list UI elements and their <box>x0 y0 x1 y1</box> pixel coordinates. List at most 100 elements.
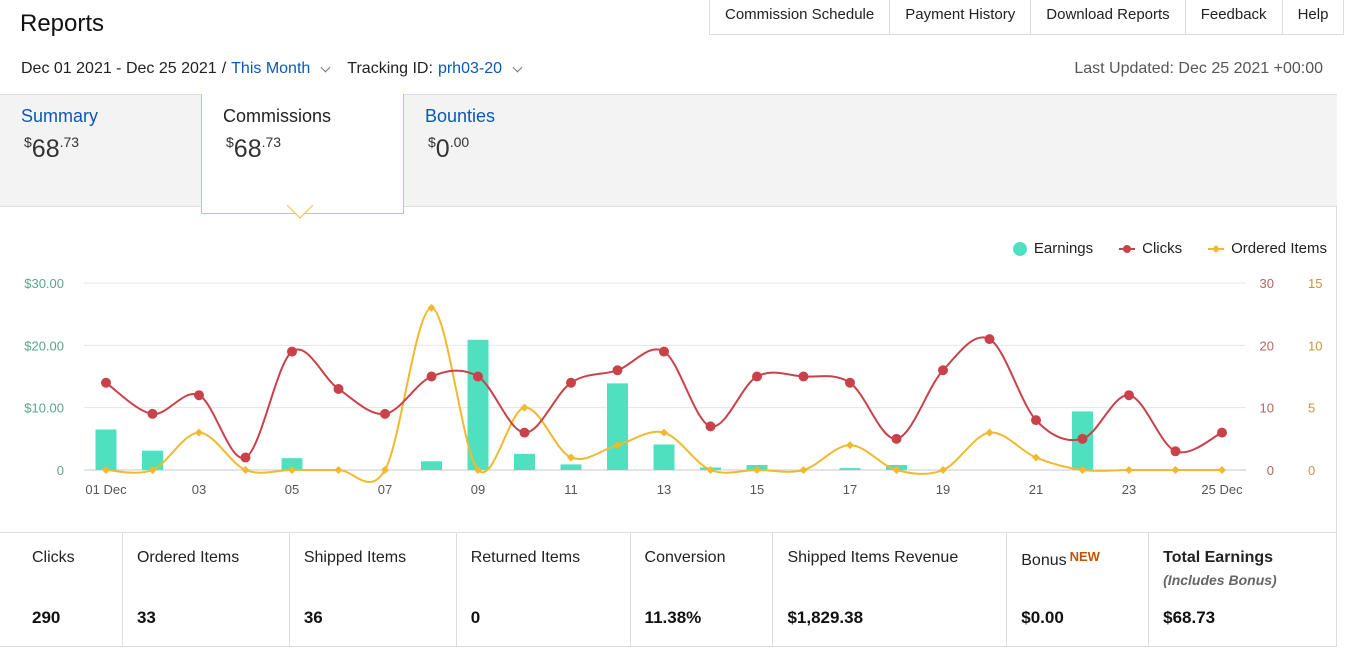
tracking-label: Tracking ID: <box>347 60 433 77</box>
ordered-items-point <box>706 466 715 474</box>
bonus-label: Bonus <box>1021 552 1067 569</box>
line-dot-icon <box>1119 244 1136 253</box>
active-tab-pointer <box>287 205 313 219</box>
clicks-point <box>194 390 204 401</box>
clicks-point <box>1031 415 1041 426</box>
clicks-point <box>519 427 530 438</box>
period-dropdown[interactable]: This Month <box>231 60 311 77</box>
clicks-point <box>891 433 902 444</box>
x-tick-label: 19 <box>936 482 950 497</box>
ordered-items-point <box>148 466 157 474</box>
stat-bonus: Bonus NEW $0.00 <box>1006 533 1148 646</box>
stat-shipped-items: Shipped Items 36 <box>288 533 456 646</box>
clicks-point <box>798 371 809 382</box>
x-tick-label: 01 Dec <box>85 482 127 497</box>
x-tick-label: 23 <box>1122 482 1136 497</box>
earnings-chart: $30.00 30 15 $20.00 20 10 $10.00 10 5 0 0 0 01 Dec 03… <box>24 276 1322 497</box>
legend-earnings[interactable]: Earnings <box>1012 240 1093 257</box>
legend-clicks[interactable]: Clicks <box>1119 240 1182 257</box>
clicks-point <box>1077 433 1088 444</box>
tab-label: Bounties <box>425 106 496 126</box>
chart-panel <box>0 207 1337 533</box>
clicks-point <box>612 365 623 376</box>
line-diamond-icon <box>1208 244 1225 253</box>
clicks-point <box>659 346 669 357</box>
earnings-bar <box>839 468 861 470</box>
commissions-amount: $68.73 <box>226 134 282 163</box>
chevron-down-icon[interactable] <box>512 62 523 72</box>
top-nav: Commission Schedule Payment History Down… <box>709 0 1345 35</box>
x-tick-label: 11 <box>564 482 578 497</box>
nav-download-reports[interactable]: Download Reports <box>1031 0 1186 34</box>
ordered-items-point <box>241 466 250 474</box>
stats-bar: Clicks 290 Ordered Items 33 Shipped Item… <box>0 532 1337 647</box>
nav-payment-history[interactable]: Payment History <box>890 0 1032 34</box>
stat-returned-items: Returned Items 0 <box>455 533 630 646</box>
ordered-items-point <box>567 453 575 462</box>
earnings-bar <box>560 464 582 470</box>
x-tick-label: 05 <box>285 482 299 497</box>
clicks-point <box>938 365 948 376</box>
chart-legend: Earnings Clicks Ordered Items <box>987 240 1327 257</box>
ordered-items-point <box>753 466 761 474</box>
y-right-items-tick-label: 0 <box>1308 463 1315 478</box>
earnings-bar <box>95 429 117 470</box>
clicks-point <box>147 408 158 419</box>
y-left-tick-label: $10.00 <box>24 401 64 416</box>
tab-commissions[interactable]: Commissions $68.73 <box>201 94 404 214</box>
x-tick-label: 25 Dec <box>1201 482 1243 497</box>
ordered-items-point <box>427 303 436 312</box>
new-badge: NEW <box>1069 549 1100 564</box>
x-tick-label: 13 <box>657 482 671 497</box>
ordered-items-point <box>102 466 110 474</box>
ordered-items-point <box>1125 466 1133 474</box>
x-tick-label: 07 <box>378 482 392 497</box>
clicks-point <box>1124 390 1134 401</box>
clicks-point <box>101 377 111 388</box>
y-right-clicks-tick-label: 20 <box>1260 338 1274 353</box>
last-updated: Last Updated: Dec 25 2021 +00:00 <box>1074 60 1323 77</box>
nav-help[interactable]: Help <box>1297 6 1329 23</box>
ordered-items-point <box>660 428 668 437</box>
ordered-items-point <box>939 466 947 474</box>
ordered-items-point <box>381 466 389 474</box>
chevron-down-icon[interactable] <box>320 62 331 72</box>
x-tick-label: 17 <box>843 482 857 497</box>
page-title: Reports <box>20 10 105 37</box>
tab-summary[interactable]: Summary $68.73 <box>0 94 201 207</box>
clicks-point <box>1170 446 1181 457</box>
tracking-id-dropdown[interactable]: prh03-20 <box>437 60 502 77</box>
clicks-point <box>333 383 344 394</box>
clicks-point <box>566 377 576 388</box>
ordered-items-point <box>334 466 343 474</box>
clicks-point <box>426 371 437 382</box>
ordered-items-point <box>985 428 994 437</box>
x-tick-label: 21 <box>1029 482 1043 497</box>
x-tick-label: 03 <box>192 482 206 497</box>
ordered-items-point <box>846 441 854 450</box>
ordered-items-point <box>1032 453 1040 462</box>
ordered-items-point <box>892 466 901 474</box>
nav-commission-schedule[interactable]: Commission Schedule <box>710 0 891 34</box>
y-right-items-tick-label: 5 <box>1308 401 1315 416</box>
legend-ordered-items[interactable]: Ordered Items <box>1208 240 1327 257</box>
earnings-bar <box>142 450 163 470</box>
earnings-bar <box>421 461 442 470</box>
ordered-items-point <box>1171 466 1180 474</box>
x-tick-label: 15 <box>750 482 764 497</box>
earnings-bar <box>607 383 628 470</box>
earnings-bar <box>467 339 489 470</box>
clicks-point <box>752 371 762 382</box>
y-right-clicks-tick-label: 30 <box>1260 276 1274 291</box>
earnings-bar <box>281 458 303 470</box>
stat-shipped-items-revenue: Shipped Items Revenue $1,829.38 <box>772 533 1006 646</box>
ordered-items-point <box>1218 466 1226 474</box>
stat-conversion: Conversion 11.38% <box>629 533 773 646</box>
nav-feedback[interactable]: Feedback <box>1186 0 1283 34</box>
clicks-point <box>1217 427 1227 438</box>
stat-total-earnings: Total Earnings (Includes Bonus) $68.73 <box>1148 533 1336 646</box>
ordered-items-point <box>520 403 529 412</box>
tab-label: Summary <box>21 106 99 126</box>
tab-bounties[interactable]: Bounties $0.00 <box>404 94 604 207</box>
clicks-point <box>380 408 390 419</box>
